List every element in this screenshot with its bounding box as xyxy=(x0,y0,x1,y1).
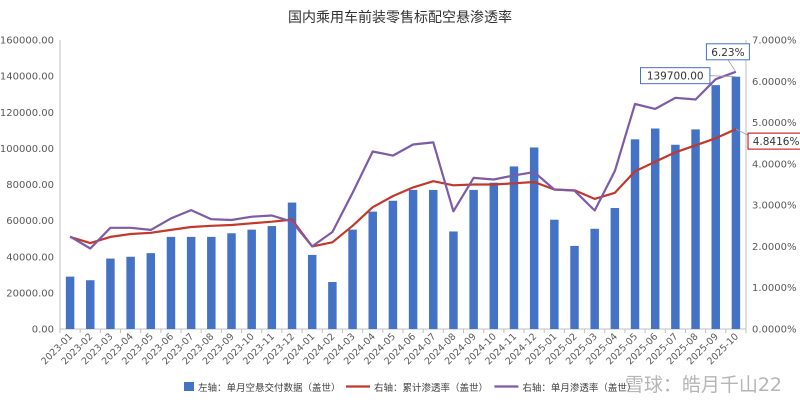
lines-layer xyxy=(69,70,737,250)
monthly-penetration-line xyxy=(69,70,737,250)
legend-item: 右轴：累计渗透率（盖世） xyxy=(346,382,488,394)
watermark: 雪球：皓月千山22 xyxy=(624,374,782,396)
annotation-label: 139700.00 xyxy=(647,71,704,83)
legend: 左轴：单月空悬交付数据（盖世） 右轴：累计渗透率（盖世） 右轴：单月渗透率（盖世） xyxy=(184,382,636,394)
annotation-box xyxy=(640,67,711,85)
bar xyxy=(388,200,398,329)
bar xyxy=(610,207,620,329)
bar xyxy=(590,228,599,329)
bar xyxy=(408,189,418,329)
left-tick-label: 20000.00 xyxy=(6,288,54,299)
bar xyxy=(711,85,720,329)
legend-item: 右轴：单月渗透率（盖世） xyxy=(494,382,636,394)
legend-swatch xyxy=(184,382,194,391)
bar xyxy=(469,189,478,329)
bar xyxy=(126,256,135,329)
right-tick-label: 7.0000% xyxy=(752,36,797,47)
bar xyxy=(186,236,196,329)
bar xyxy=(368,211,377,329)
annotation-label: 6.23% xyxy=(711,47,744,59)
bar xyxy=(429,189,438,329)
bar xyxy=(529,147,539,329)
bar xyxy=(106,258,115,329)
bar xyxy=(65,276,75,329)
right-tick-label: 5.0000% xyxy=(752,118,797,129)
left-tick-label: 160000.00 xyxy=(0,36,54,47)
annotation-box xyxy=(705,43,750,61)
bar xyxy=(691,129,700,329)
bar xyxy=(570,245,579,329)
annotations-layer: 139700.00 6.23% 4.8416% xyxy=(640,43,800,150)
left-tick-label: 0.00 xyxy=(32,325,54,336)
chart-title: 国内乘用车前装零售标配空悬渗透率 xyxy=(288,9,512,26)
left-tick-label: 40000.00 xyxy=(6,252,54,263)
left-tick-label: 100000.00 xyxy=(0,144,54,155)
bar xyxy=(550,219,559,329)
bar xyxy=(207,236,216,329)
bar xyxy=(731,76,741,330)
bar xyxy=(166,236,176,329)
left-tick-label: 120000.00 xyxy=(0,108,54,119)
bar xyxy=(287,202,297,329)
right-tick-label: 1.0000% xyxy=(752,283,797,294)
bars-layer xyxy=(65,76,741,330)
right-tick-label: 6.0000% xyxy=(752,77,797,88)
bar xyxy=(267,226,277,329)
bar xyxy=(348,229,357,329)
bar xyxy=(146,253,156,329)
bar xyxy=(328,282,337,329)
right-tick-label: 2.0000% xyxy=(752,242,797,253)
bar xyxy=(489,182,499,329)
cumulative-penetration-line xyxy=(69,128,737,248)
bar xyxy=(247,229,256,329)
annotation-box xyxy=(747,132,800,150)
bar xyxy=(307,254,317,329)
bar xyxy=(227,233,236,329)
bar xyxy=(509,166,519,329)
bar xyxy=(449,231,458,329)
bar xyxy=(630,139,640,329)
annotation-label: 4.8416% xyxy=(753,136,800,148)
right-tick-label: 0.0000% xyxy=(752,325,797,336)
annotation-leader xyxy=(709,75,736,78)
legend-item: 左轴：单月空悬交付数据（盖世） xyxy=(184,382,341,394)
bar xyxy=(671,144,680,329)
legend-label: 左轴：单月空悬交付数据（盖世） xyxy=(198,382,341,394)
legend-label: 右轴：单月渗透率（盖世） xyxy=(522,382,636,394)
right-tick-label: 4.0000% xyxy=(752,159,797,170)
annotation-leader xyxy=(727,59,737,73)
left-tick-label: 80000.00 xyxy=(6,180,54,191)
left-tick-label: 140000.00 xyxy=(0,72,54,83)
right-tick-label: 3.0000% xyxy=(752,201,797,212)
left-tick-label: 60000.00 xyxy=(6,216,54,227)
bar xyxy=(86,280,95,329)
legend-label: 右轴：累计渗透率（盖世） xyxy=(374,382,488,394)
bar xyxy=(650,128,660,329)
